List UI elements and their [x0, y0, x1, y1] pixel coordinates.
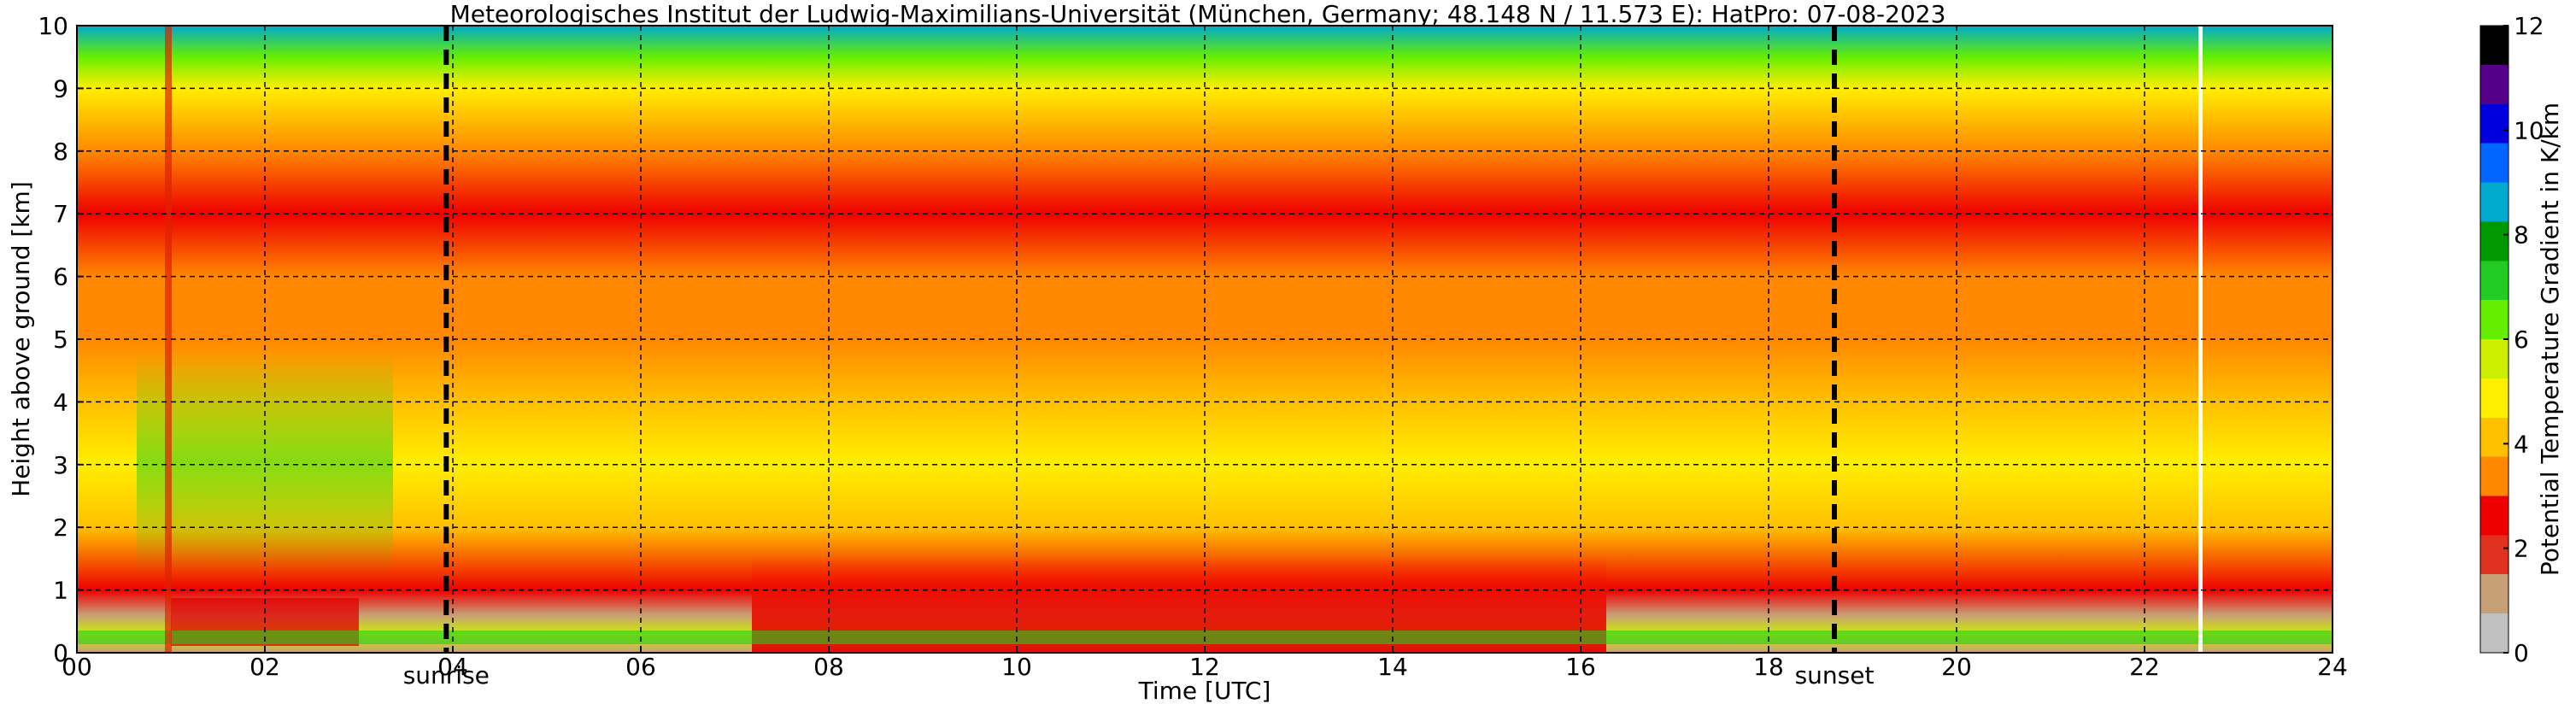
x-tick-label: 20	[1941, 653, 1972, 681]
x-tick-label: 24	[2317, 653, 2348, 681]
colorbar-tick-label: 12	[2514, 12, 2544, 40]
y-tick-label: 5	[53, 326, 68, 354]
x-tick-label: 06	[625, 653, 656, 681]
x-tick-label: 22	[2129, 653, 2160, 681]
colorbar: 0 2 4 6 8 10 12 Potential Temperature Gradient…	[2479, 12, 2564, 667]
y-tick-label: 6	[53, 263, 68, 291]
data-gap-line	[2198, 26, 2203, 653]
y-tick-label: 7	[53, 200, 68, 228]
y-tick-label: 9	[53, 74, 68, 103]
y-tick-label: 4	[53, 388, 68, 416]
colorbar-ticks: 0 2 4 6 8 10 12	[2503, 12, 2544, 667]
sun-markers: sunrise sunset	[403, 26, 1875, 689]
x-tick-label: 16	[1565, 653, 1596, 681]
x-axis-ticks: 00 02 04 06 08 10 12 14 16 18 20 22 24	[62, 646, 2348, 681]
x-tick-label: 10	[1001, 653, 1032, 681]
x-tick-label: 02	[249, 653, 280, 681]
sunset-label: sunset	[1795, 661, 1875, 689]
y-tick-label: 0	[53, 639, 68, 667]
x-tick-label: 14	[1377, 653, 1408, 681]
colorbar-tick-label: 4	[2514, 430, 2529, 458]
y-axis-label: Height above ground [km]	[7, 181, 35, 497]
y-tick-label: 10	[38, 12, 68, 40]
y-tick-label: 8	[53, 138, 68, 166]
colorbar-label: Potential Temperature Gradient in K/km	[2536, 103, 2564, 576]
y-tick-label: 1	[53, 577, 68, 605]
colorbar-tick-label: 6	[2514, 326, 2529, 354]
colorbar-tick-label: 2	[2514, 535, 2529, 563]
sunrise-label: sunrise	[403, 661, 490, 689]
x-tick-label: 12	[1189, 653, 1220, 681]
chart-title: Meteorologisches Institut der Ludwig-Max…	[450, 0, 1946, 28]
x-tick-label: 04	[437, 653, 468, 681]
x-tick-label: 18	[1753, 653, 1784, 681]
x-axis-label: Time [UTC]	[1138, 677, 1271, 704]
y-axis-ticks: 0 1 2 3 4 5 6 7 8 9 10	[38, 12, 84, 667]
colorbar-tick-label: 8	[2514, 221, 2529, 249]
y-tick-label: 3	[53, 451, 68, 479]
x-tick-label: 08	[813, 653, 844, 681]
x-tick-label: 00	[62, 653, 92, 681]
colorbar-tick-label: 0	[2514, 639, 2529, 667]
missing-profile-line	[165, 26, 172, 653]
colorbar-tick-label: 10	[2514, 116, 2544, 144]
plot-area: sunrise sunset 00 02 04 06 08 10 12 14 16 18 20 22 24…	[38, 12, 2347, 689]
y-tick-label: 2	[53, 513, 68, 542]
